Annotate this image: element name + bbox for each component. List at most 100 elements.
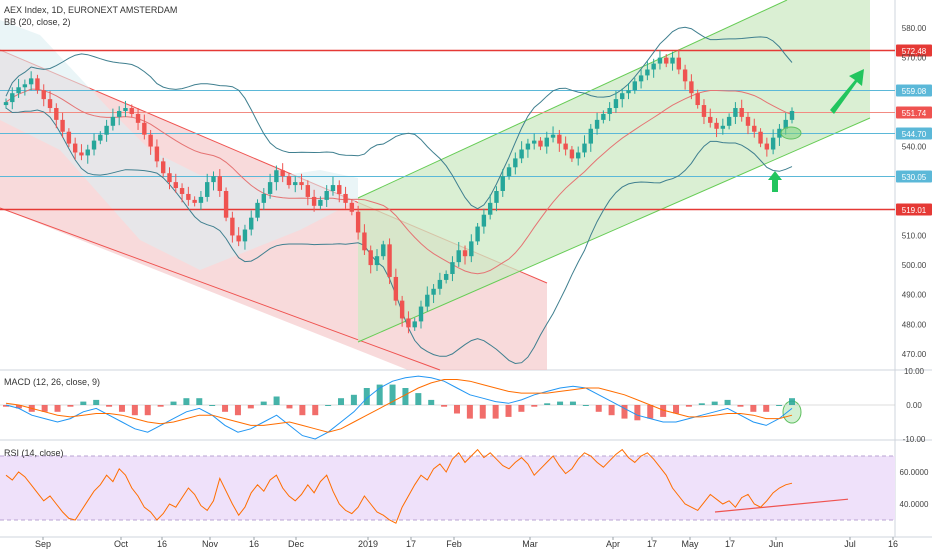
- y-tick-label: 470.00: [902, 350, 927, 359]
- level-label: 530.05: [902, 173, 927, 182]
- candle-body: [588, 128, 593, 144]
- ascending-channel: [358, 0, 870, 342]
- macd-histogram-bar: [621, 405, 628, 419]
- macd-histogram-bar: [479, 405, 486, 419]
- candle-body: [777, 128, 782, 138]
- candle-body: [123, 108, 128, 111]
- candle-body: [758, 131, 763, 144]
- rsi-line: [5, 448, 793, 524]
- candle-body: [733, 108, 738, 117]
- annotation-layer: [768, 69, 864, 424]
- candle-body: [381, 244, 386, 257]
- candle-body: [563, 143, 568, 150]
- x-tick-label: 2019: [358, 539, 378, 549]
- candle-body: [148, 134, 153, 147]
- candle-body: [475, 226, 480, 242]
- level-label: 572.48: [902, 47, 927, 56]
- candle-body: [764, 143, 770, 150]
- candle-body: [236, 235, 241, 242]
- macd-histogram-bar: [750, 405, 757, 412]
- macd-histogram-bar: [260, 401, 267, 405]
- level-lines-layer: 572.48 559.08 551.74 544.70 530.05 519.01: [0, 44, 932, 216]
- macd-layer[interactable]: [0, 375, 895, 440]
- macd-histogram-bar: [338, 398, 345, 405]
- macd-histogram-bar: [170, 401, 177, 405]
- candle-body: [230, 217, 235, 236]
- candle-body: [418, 306, 424, 322]
- macd-histogram-bar: [763, 405, 770, 412]
- macd-histogram-bar: [737, 405, 744, 407]
- candle-body: [85, 149, 90, 156]
- candle-body: [280, 170, 285, 177]
- candle-body: [142, 122, 147, 135]
- axes-layer: Sep Oct 16 Nov 16 Dec 2019 17 Feb Mar Apr 17 May 17 Ju…: [35, 24, 929, 549]
- x-tick-label: Feb: [446, 539, 462, 549]
- macd-histogram-bar: [608, 405, 615, 416]
- macd-histogram-bar: [209, 405, 216, 406]
- candle-body: [670, 57, 675, 64]
- candle-body: [186, 193, 191, 200]
- candle-body: [154, 146, 160, 162]
- candle-body: [582, 143, 587, 153]
- macd-histogram-bar: [247, 405, 254, 409]
- candle-body: [481, 214, 487, 227]
- candle-body: [311, 196, 317, 206]
- level-label-bg: [896, 203, 932, 216]
- candle-body: [3, 102, 9, 106]
- candle-body: [98, 134, 103, 141]
- candle-body: [41, 90, 46, 100]
- macd-histogram-bar: [273, 396, 280, 405]
- up-arrow-small: [768, 171, 782, 192]
- ascending-channel-top: [357, 0, 788, 199]
- macd-histogram-bar: [106, 405, 113, 407]
- rsi-band: [0, 456, 895, 520]
- candle-body: [324, 191, 329, 200]
- candle-body: [249, 217, 254, 230]
- x-tick-label: 17: [406, 539, 416, 549]
- level-label: 551.74: [902, 109, 927, 118]
- level-label-bg: [896, 127, 932, 140]
- candle-body: [242, 229, 248, 242]
- candle-body: [701, 105, 707, 117]
- x-tick-label: Nov: [202, 539, 219, 549]
- candle-body: [676, 57, 682, 70]
- macd-histogram-bar: [673, 405, 680, 414]
- candle-body: [337, 185, 342, 194]
- macd-histogram-bar: [3, 405, 9, 407]
- candle-body: [110, 116, 116, 126]
- macd-histogram-bar: [67, 405, 74, 407]
- candle-body: [770, 137, 776, 150]
- candle-body: [104, 125, 109, 135]
- candle-body: [601, 113, 606, 120]
- candle-body: [35, 78, 40, 91]
- macd-histogram-bar: [54, 405, 61, 412]
- candle-body: [645, 69, 650, 76]
- candle-body: [79, 152, 84, 156]
- y-tick-label: 480.00: [902, 320, 927, 329]
- macd-histogram-bar: [389, 384, 396, 405]
- candle-body: [192, 199, 197, 203]
- macd-histogram-bar: [441, 405, 448, 407]
- candle-body: [368, 250, 373, 266]
- x-tick-label: Jul: [844, 539, 856, 549]
- macd-histogram-bar: [557, 401, 564, 405]
- descending-channel-bottom: [0, 207, 441, 371]
- candle-body: [620, 93, 625, 100]
- candle-body: [695, 93, 700, 106]
- rsi-y-tick: 60.0000: [900, 468, 929, 477]
- candle-body: [437, 279, 443, 289]
- candle-body: [506, 167, 512, 177]
- candle-body: [431, 288, 436, 295]
- candle-body: [47, 99, 53, 109]
- candle-body: [487, 202, 493, 215]
- candle-body: [173, 182, 178, 189]
- candle-body: [745, 116, 751, 126]
- candle-body: [682, 69, 688, 82]
- rsi-label: RSI (14, close): [4, 448, 64, 458]
- rsi-layer[interactable]: [0, 448, 895, 524]
- candle-body: [274, 170, 279, 183]
- y-tick-label: 490.00: [902, 291, 927, 300]
- macd-histogram-bar: [428, 399, 435, 405]
- candle-layer[interactable]: [3, 49, 795, 334]
